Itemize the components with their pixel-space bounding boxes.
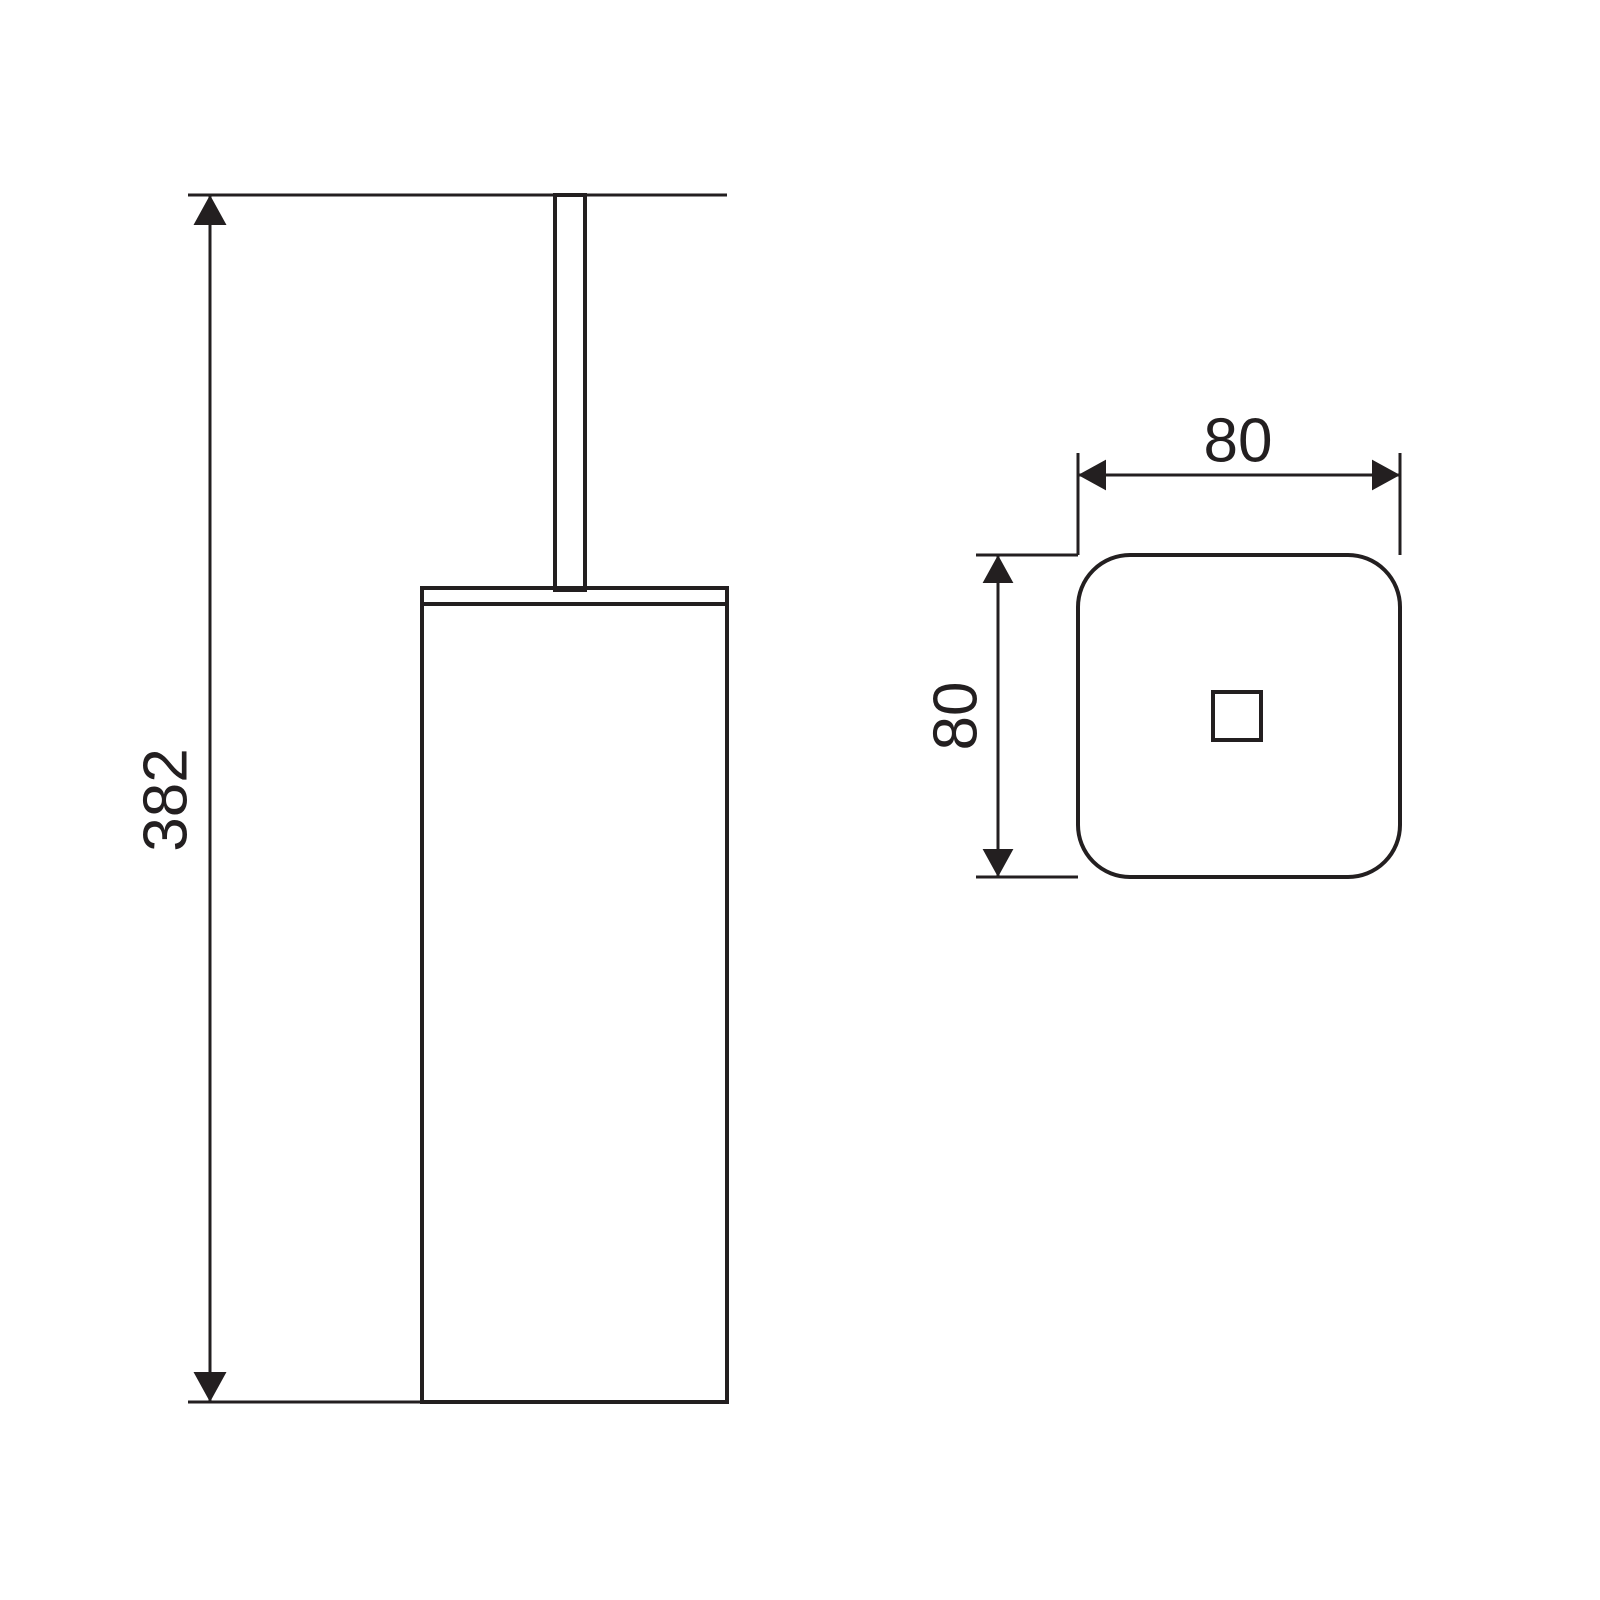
body-side <box>422 588 727 1402</box>
dim-depth-label: 80 <box>921 682 990 751</box>
handle <box>555 195 585 590</box>
dim-height-label: 382 <box>131 748 200 851</box>
handle-top <box>1213 692 1261 740</box>
body-top <box>1078 555 1400 877</box>
dim-width-label: 80 <box>1204 406 1273 475</box>
